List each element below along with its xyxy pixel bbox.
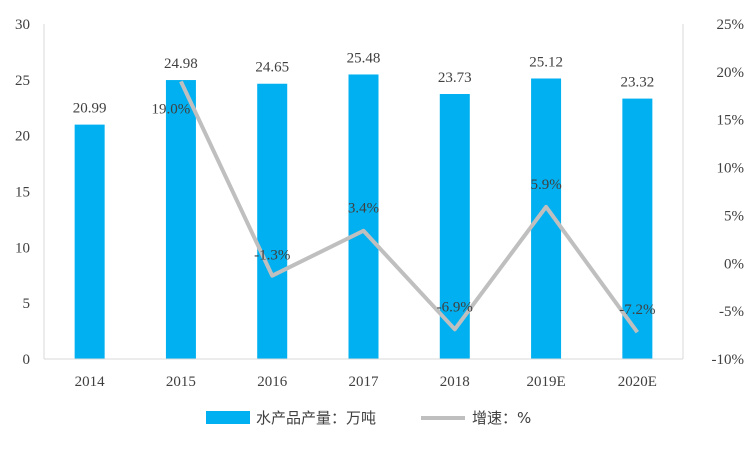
x-tick-label: 2019E [526,374,565,390]
right-tick-label: -5% [719,304,744,320]
left-tick-label: 20 [15,129,30,145]
x-axis-ticks: 2014 2015 2016 2017 2018 2019E 2020E [75,374,657,390]
bar [165,80,196,359]
right-tick-label: 5% [724,208,744,224]
line-data-label: 5.9% [530,177,561,193]
bar [348,74,379,360]
line-series [179,80,639,334]
left-tick-label: 5 [23,296,31,312]
bar-data-label: 24.98 [164,56,198,72]
left-axis-ticks: 0 5 10 15 20 25 30 [15,17,30,368]
x-tick-label: 2018 [440,374,470,390]
left-tick-label: 25 [15,73,30,89]
bar-data-label: 24.65 [255,60,289,76]
bar-data-label: 20.99 [73,101,107,117]
x-tick-label: 2014 [75,374,106,390]
legend-bar-label: 水产品产量：万吨 [256,409,376,427]
line-data-label: -6.9% [437,299,473,315]
x-tick-label: 2017 [349,374,380,390]
right-tick-label: 10% [717,161,745,177]
right-tick-label: 15% [717,113,745,129]
bar-data-label: 25.12 [529,54,563,70]
growth-line [179,80,639,334]
x-tick-label: 2015 [166,374,196,390]
left-tick-label: 15 [15,185,30,201]
line-data-label: 19.0% [152,101,191,117]
left-tick-label: 30 [15,17,30,33]
axes [43,24,684,360]
bar-data-label: 23.73 [438,70,472,86]
left-tick-label: 10 [15,240,30,256]
right-axis-ticks: -10% -5% 0% 5% 10% 15% 20% 25% [712,17,745,368]
bar-data-labels: 20.99 24.98 24.65 25.48 23.73 25.12 23.32 [73,50,654,116]
legend-bar-swatch [206,411,250,424]
right-tick-label: 20% [717,65,745,81]
legend-line-label: 增速：% [472,409,531,427]
bar-data-label: 25.48 [347,50,381,66]
bar-data-label: 23.32 [620,75,654,91]
left-tick-label: 0 [23,352,31,368]
right-tick-label: -10% [712,352,745,368]
line-data-label: -7.2% [619,302,655,318]
line-data-label: 3.4% [348,201,379,217]
line-data-label: -1.3% [254,248,290,264]
right-tick-label: 0% [724,256,744,272]
x-tick-label: 2016 [257,374,288,390]
bar [74,124,105,359]
line-data-labels: 19.0% -1.3% 3.4% -6.9% 5.9% -7.2% [152,101,656,318]
bar [257,83,288,359]
right-tick-label: 25% [717,17,745,33]
legend: 水产品产量：万吨 增速：% [206,409,531,427]
x-tick-label: 2020E [618,374,657,390]
